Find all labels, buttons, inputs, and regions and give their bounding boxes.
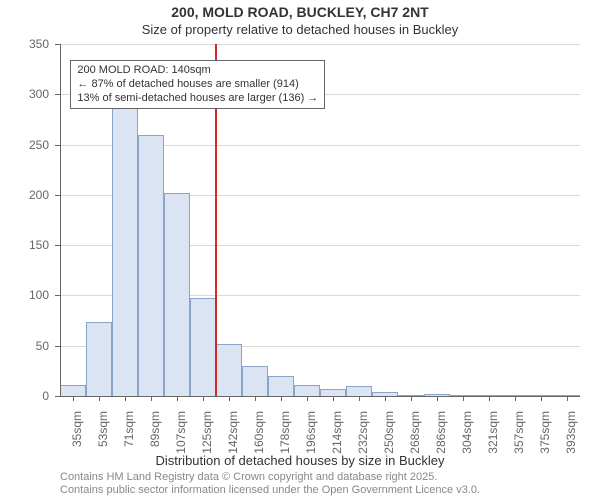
chart-subtitle: Size of property relative to detached ho… <box>0 22 600 37</box>
x-tick-label: 35sqm <box>70 411 84 447</box>
left-axis <box>60 44 61 396</box>
footer-line-1: Contains HM Land Registry data © Crown c… <box>60 471 480 485</box>
histogram-bar <box>242 366 268 396</box>
x-tick-label: 160sqm <box>252 411 266 454</box>
histogram-bar <box>320 389 346 396</box>
histogram-bar <box>60 385 86 396</box>
histogram-bar <box>268 376 294 396</box>
footer-line-2: Contains public sector information licen… <box>60 484 480 498</box>
histogram-bar <box>164 193 190 396</box>
y-tick-label: 150 <box>15 238 49 252</box>
y-tick-label: 100 <box>15 288 49 302</box>
y-gridline <box>60 44 580 45</box>
x-tick-label: 107sqm <box>174 411 188 454</box>
chart-title: 200, MOLD ROAD, BUCKLEY, CH7 2NT <box>0 4 600 20</box>
y-tick-label: 300 <box>15 87 49 101</box>
x-tick-label: 304sqm <box>460 411 474 454</box>
y-tick-label: 50 <box>15 339 49 353</box>
histogram-bar <box>216 344 242 396</box>
histogram-bar <box>190 298 216 396</box>
annotation-line: 200 MOLD ROAD: 140sqm <box>77 64 318 78</box>
chart-footer: Contains HM Land Registry data © Crown c… <box>60 471 480 499</box>
x-tick-label: 178sqm <box>278 411 292 454</box>
x-axis-label: Distribution of detached houses by size … <box>0 453 600 468</box>
histogram-bar <box>138 135 164 396</box>
y-tick-label: 200 <box>15 188 49 202</box>
annotation-line: ← 87% of detached houses are smaller (91… <box>77 78 318 92</box>
x-tick-label: 268sqm <box>408 411 422 454</box>
x-tick-label: 196sqm <box>304 411 318 454</box>
x-tick-label: 250sqm <box>382 411 396 454</box>
x-tick-label: 125sqm <box>200 411 214 454</box>
x-tick-label: 375sqm <box>538 411 552 454</box>
histogram-bar <box>346 386 372 396</box>
x-tick-label: 53sqm <box>96 411 110 447</box>
x-tick-label: 286sqm <box>434 411 448 454</box>
y-tick-label: 250 <box>15 138 49 152</box>
plot-area: 05010015020025030035035sqm53sqm71sqm89sq… <box>60 44 580 396</box>
x-tick-label: 89sqm <box>148 411 162 447</box>
x-tick-label: 142sqm <box>226 411 240 454</box>
histogram-bar <box>86 322 112 396</box>
histogram-bar <box>294 385 320 396</box>
histogram-chart: 200, MOLD ROAD, BUCKLEY, CH7 2NT Size of… <box>0 0 600 500</box>
y-tick-label: 350 <box>15 37 49 51</box>
bottom-axis <box>60 396 580 397</box>
y-tick-label: 0 <box>15 389 49 403</box>
annotation-box: 200 MOLD ROAD: 140sqm← 87% of detached h… <box>70 60 325 109</box>
x-tick-label: 214sqm <box>330 411 344 454</box>
x-tick-label: 321sqm <box>486 411 500 454</box>
x-tick-label: 71sqm <box>122 411 136 447</box>
histogram-bar <box>112 106 138 396</box>
annotation-line: 13% of semi-detached houses are larger (… <box>77 92 318 106</box>
x-tick-label: 232sqm <box>356 411 370 454</box>
x-tick-label: 357sqm <box>512 411 526 454</box>
x-tick-label: 393sqm <box>564 411 578 454</box>
